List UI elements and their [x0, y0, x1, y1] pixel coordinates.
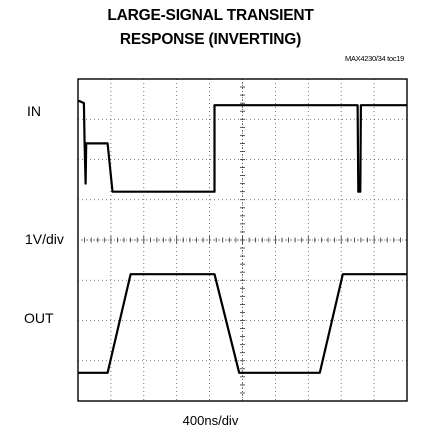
figure-id: MAX4230/34 toc19 [345, 54, 404, 63]
waveform-out [78, 273, 407, 374]
chart-title-line-1: LARGE-SIGNAL TRANSIENT [107, 7, 314, 24]
channel-label-out: OUT [24, 310, 54, 326]
chart-title-line-2: RESPONSE (INVERTING) [119, 31, 302, 48]
waveform-in [78, 99, 407, 193]
time-scale-label: 400ns/div [182, 413, 239, 428]
channel-label-in: IN [27, 103, 41, 119]
vertical-scale-label: 1V/div [25, 231, 64, 247]
plot-frame [77, 78, 408, 402]
